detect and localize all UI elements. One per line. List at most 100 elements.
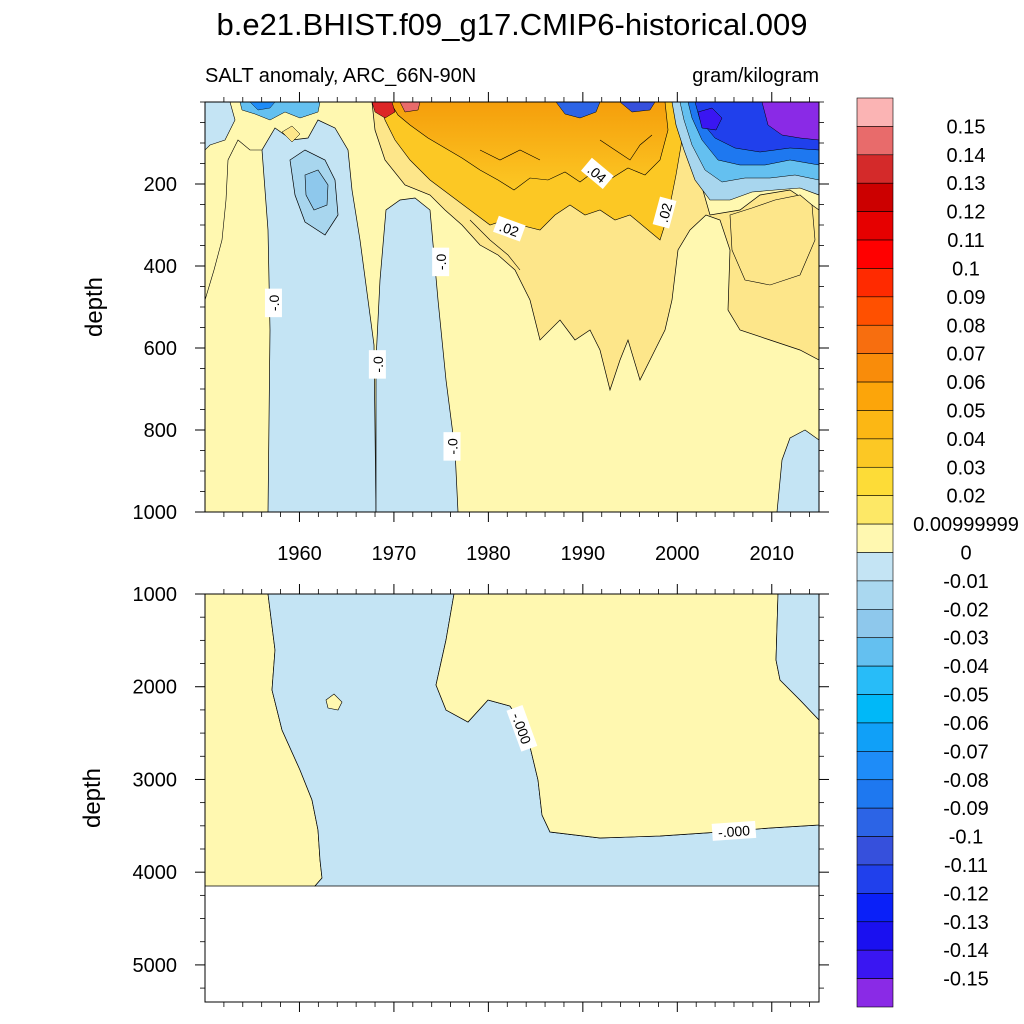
colorbar-label: 0.15 bbox=[947, 116, 986, 138]
lower-y-tick-label: 3000 bbox=[133, 769, 178, 791]
upper-fill-negative-edge bbox=[205, 102, 236, 151]
contour-label: .02 bbox=[652, 196, 677, 229]
colorbar-swatch bbox=[856, 580, 894, 610]
colorbar-label: 0.07 bbox=[947, 344, 986, 366]
upper-y-tick-label: 400 bbox=[144, 256, 177, 278]
colorbar-label: -0.11 bbox=[944, 855, 988, 877]
x-tick-labels: 1960 1970 1980 1990 2000 2010 bbox=[277, 543, 794, 565]
contour-label-background bbox=[506, 704, 538, 752]
lower-y-axis-title: depth bbox=[79, 768, 106, 828]
colorbar: 0.15 0.14 0.13 0.12 0.11 0.1 0.09 0.08 0.07 0.06 0… bbox=[856, 97, 1019, 1008]
colorbar-swatch bbox=[856, 949, 894, 979]
contour-label-text: -.0 bbox=[444, 438, 460, 455]
contour-label-background bbox=[264, 288, 282, 318]
lower-y-tick-label: 1000 bbox=[133, 584, 178, 606]
colorbar-label: 0.1 bbox=[952, 258, 980, 280]
colorbar-label: -0.05 bbox=[943, 685, 989, 707]
contour-label: -.0 bbox=[368, 350, 386, 379]
colorbar-label: 0.13 bbox=[947, 173, 986, 195]
colorbar-swatch bbox=[856, 637, 894, 667]
colorbar-swatch bbox=[856, 324, 894, 354]
colorbar-label: 0.09 bbox=[947, 287, 986, 309]
colorbar-label: -0.12 bbox=[943, 883, 989, 905]
colorbar-label: -0.14 bbox=[943, 940, 989, 962]
colorbar-label: 0.00999999 bbox=[913, 514, 1019, 536]
upper-fill-negative-right bbox=[776, 429, 819, 512]
contour-label: -.0 bbox=[264, 288, 282, 318]
colorbar-swatch bbox=[856, 609, 894, 639]
colorbar-label: -0.02 bbox=[943, 599, 989, 621]
colorbar-swatch bbox=[856, 694, 894, 724]
lower-plot-area bbox=[205, 594, 819, 1002]
upper-fill-negative-core bbox=[304, 169, 329, 211]
colorbar-swatch bbox=[856, 239, 894, 269]
colorbar-swatch bbox=[856, 381, 894, 411]
upper-fill-negative-surface-left-core bbox=[249, 102, 276, 111]
contour-label: .02 bbox=[493, 215, 526, 242]
colorbar-label: -0.13 bbox=[943, 912, 989, 934]
x-tick-label: 2010 bbox=[750, 543, 795, 565]
upper-fill-negative-surface-right-purple bbox=[761, 102, 819, 141]
upper-fill-positive-right-blob bbox=[729, 194, 816, 286]
upper-plot-area bbox=[205, 102, 819, 512]
contour-label-text: .02 bbox=[655, 201, 676, 224]
colorbar-swatch bbox=[856, 751, 894, 781]
colorbar-label: 0 bbox=[960, 543, 971, 565]
upper-y-axis-title: depth bbox=[81, 277, 108, 337]
colorbar-label: -0.06 bbox=[943, 713, 989, 735]
colorbar-label: 0.14 bbox=[947, 145, 986, 167]
colorbar-swatch bbox=[856, 410, 894, 440]
upper-fill-negative-left bbox=[261, 119, 377, 512]
upper-fill-positive-red-2 bbox=[399, 102, 421, 113]
x-tick-label: 1980 bbox=[466, 543, 511, 565]
colorbar-label: 0.03 bbox=[947, 457, 986, 479]
upper-y-tick-label: 200 bbox=[144, 174, 177, 196]
x-tick-label: 2000 bbox=[655, 543, 700, 565]
colorbar-swatch bbox=[856, 807, 894, 837]
colorbar-label: -0.04 bbox=[943, 656, 989, 678]
colorbar-swatch bbox=[856, 921, 894, 951]
colorbar-label: -0.08 bbox=[943, 770, 989, 792]
colorbar-swatch bbox=[856, 779, 894, 809]
colorbar-swatch bbox=[856, 353, 894, 383]
contour-label-text: -.000 bbox=[718, 822, 751, 840]
lower-y-tick-label: 2000 bbox=[133, 677, 178, 699]
colorbar-swatch bbox=[856, 978, 894, 1008]
colorbar-label: -0.1 bbox=[949, 827, 983, 849]
chart-title: b.e21.BHIST.f09_g17.CMIP6-historical.009 bbox=[216, 7, 807, 42]
colorbar-swatch bbox=[856, 97, 894, 127]
upper-y-tick-label: 1000 bbox=[133, 502, 178, 524]
upper-fill-negative-surface-mid bbox=[555, 102, 601, 119]
colorbar-label: 0.02 bbox=[947, 486, 986, 508]
x-tick-label: 1960 bbox=[277, 543, 322, 565]
contour-label-background bbox=[580, 157, 614, 190]
colorbar-label: -0.03 bbox=[943, 628, 989, 650]
colorbar-label: 0.08 bbox=[947, 315, 986, 337]
colorbar-swatch bbox=[856, 268, 894, 298]
upper-fill-positive-red-1 bbox=[371, 102, 396, 119]
colorbar-swatch bbox=[856, 182, 894, 212]
contour-label: -.0 bbox=[432, 247, 450, 277]
colorbar-swatch bbox=[856, 893, 894, 923]
upper-fill-negative-surface-right-blob bbox=[697, 107, 723, 131]
contour-label-background bbox=[711, 820, 757, 841]
upper-fill-negative-surface-mid-2 bbox=[619, 102, 656, 113]
colorbar-label: -0.07 bbox=[943, 741, 989, 763]
upper-y-tick-label: 800 bbox=[144, 420, 177, 442]
lower-y-tick-label: 5000 bbox=[133, 955, 178, 977]
colorbar-swatch bbox=[856, 523, 894, 553]
colorbar-swatch bbox=[856, 466, 894, 496]
contour-label-background bbox=[652, 196, 677, 229]
upper-ticks bbox=[195, 92, 829, 522]
upper-contour-lines bbox=[205, 134, 653, 301]
upper-fill-positive-pocket-left bbox=[281, 125, 301, 143]
colorbar-swatch bbox=[856, 495, 894, 525]
lower-fill-negative-right-edge bbox=[775, 594, 819, 721]
contour-label-background bbox=[493, 215, 526, 242]
colorbar-label: 0.04 bbox=[947, 429, 986, 451]
colorbar-label: -0.15 bbox=[943, 969, 989, 991]
upper-y-tick-label: 600 bbox=[144, 338, 177, 360]
contour-label-background bbox=[443, 432, 461, 461]
